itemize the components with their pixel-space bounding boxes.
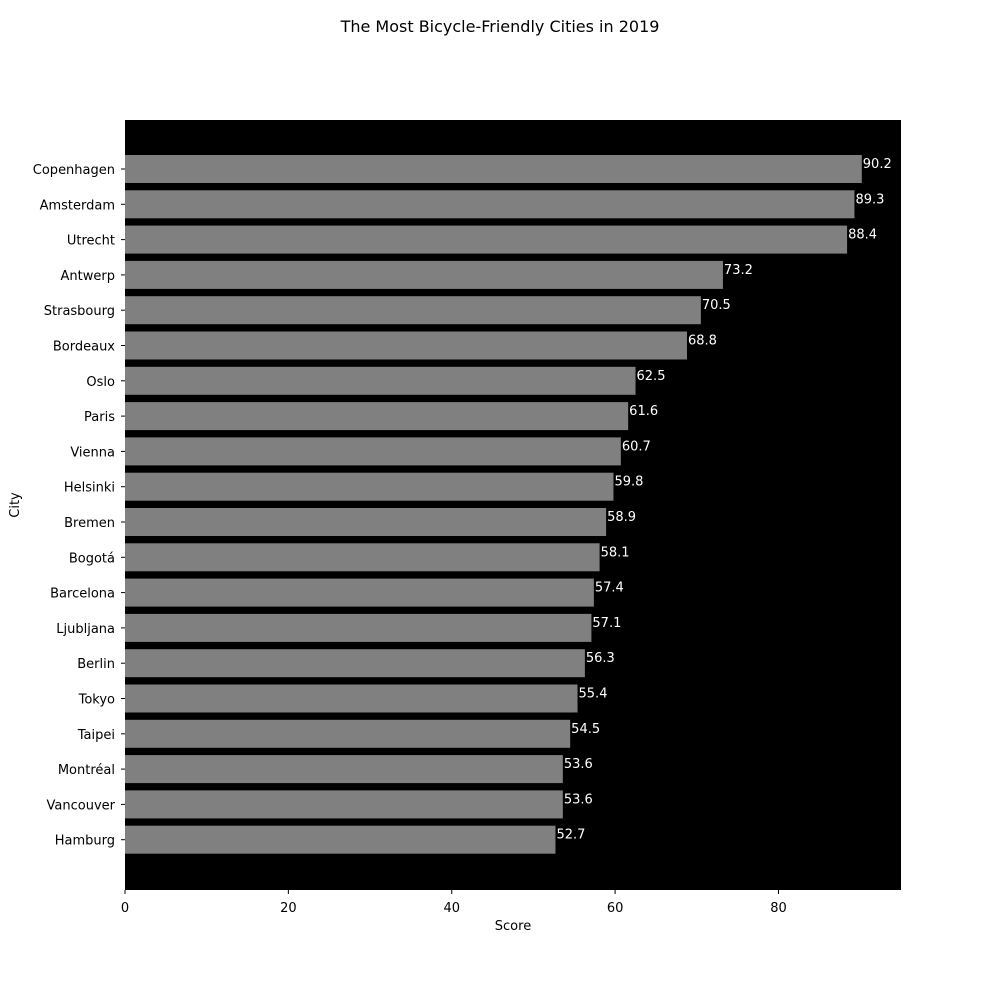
x-tick-label: 20: [280, 901, 297, 916]
data-label: 53.6: [564, 757, 593, 772]
data-label: 88.4: [848, 228, 877, 243]
bar: [125, 472, 614, 501]
bars-layer: [125, 155, 862, 854]
bar: [125, 366, 636, 395]
bar: [125, 719, 571, 748]
bar: [125, 613, 592, 642]
bar: [125, 649, 585, 678]
data-label: 53.6: [564, 792, 593, 807]
y-tick-label: Vienna: [70, 445, 115, 460]
data-label: 62.5: [637, 369, 666, 384]
data-label: 89.3: [855, 192, 884, 207]
y-tick-label: Bogotá: [69, 551, 115, 566]
y-tick-label: Tokyo: [78, 693, 115, 708]
y-tick-label: Utrecht: [67, 234, 115, 249]
y-tick-label: Barcelona: [50, 587, 115, 602]
bar: [125, 225, 848, 254]
data-labels-layer: 90.2 89.3 88.4 73.2 70.5 68.8 62.5 61.6 60.7 59.8…: [556, 157, 891, 843]
data-label: 73.2: [724, 263, 753, 278]
y-tick-label: Strasbourg: [44, 304, 115, 319]
data-label: 61.6: [629, 404, 658, 419]
data-label: 90.2: [863, 157, 892, 172]
data-label: 58.1: [601, 545, 630, 560]
chart-title: The Most Bicycle-Friendly Cities in 2019: [340, 17, 660, 36]
y-tick-label: Montréal: [58, 763, 115, 778]
data-label: 68.8: [688, 334, 717, 349]
y-tick-label: Copenhagen: [33, 163, 115, 178]
bar: [125, 755, 563, 784]
x-axis: 0 20 40 60 80: [121, 890, 787, 916]
data-label: 58.9: [607, 510, 636, 525]
y-tick-label: Helsinki: [64, 481, 115, 496]
data-label: 70.5: [702, 298, 731, 313]
bar: [125, 296, 701, 325]
data-label: 52.7: [556, 828, 585, 843]
bar: [125, 331, 687, 360]
y-tick-label: Hamburg: [55, 834, 115, 849]
y-tick-label: Vancouver: [47, 798, 116, 813]
y-tick-label: Oslo: [86, 375, 115, 390]
bar: [125, 543, 600, 572]
x-tick-label: 40: [443, 901, 460, 916]
y-tick-label: Antwerp: [61, 269, 115, 284]
data-label: 56.3: [586, 651, 615, 666]
y-tick-label: Bordeaux: [53, 340, 115, 355]
data-label: 60.7: [622, 439, 651, 454]
y-tick-label: Paris: [84, 410, 115, 425]
bar: [125, 508, 607, 536]
x-tick-label: 0: [121, 901, 129, 916]
x-tick-label: 80: [770, 901, 787, 916]
y-tick-label: Bremen: [64, 516, 115, 531]
y-axis: Copenhagen Amsterdam Utrecht Antwerp Strasbo…: [33, 163, 125, 849]
bar: [125, 190, 855, 219]
bar: [125, 155, 862, 183]
data-label: 55.4: [579, 687, 608, 702]
data-label: 54.5: [571, 722, 600, 737]
bar: [125, 825, 556, 854]
y-tick-label: Berlin: [77, 657, 115, 672]
x-axis-label: Score: [495, 919, 531, 934]
y-tick-label: Ljubljana: [56, 622, 115, 637]
bar: [125, 684, 578, 713]
bar: [125, 578, 594, 607]
y-tick-label: Taipei: [77, 728, 115, 743]
bar: [125, 402, 629, 431]
bar: [125, 790, 563, 819]
y-tick-label: Amsterdam: [40, 198, 115, 213]
bar: [125, 260, 723, 289]
x-tick-label: 60: [607, 901, 624, 916]
data-label: 57.4: [595, 581, 624, 596]
data-label: 59.8: [614, 475, 643, 490]
y-axis-label: City: [8, 492, 23, 518]
bar: [125, 437, 621, 466]
data-label: 57.1: [592, 616, 621, 631]
